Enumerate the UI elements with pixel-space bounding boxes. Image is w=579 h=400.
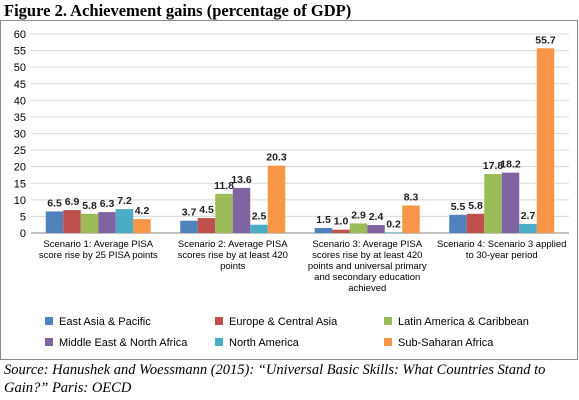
legend-swatch xyxy=(45,338,53,346)
data-label: 5.5 xyxy=(451,201,466,213)
data-label: 6.5 xyxy=(47,197,62,209)
bar xyxy=(314,228,333,233)
data-label: 7.2 xyxy=(117,195,132,207)
data-label: 17.8 xyxy=(483,160,504,172)
bar xyxy=(215,193,233,233)
legend-label: Sub-Saharan Africa xyxy=(398,337,494,349)
y-tick-label: 10 xyxy=(14,195,26,207)
bar xyxy=(232,187,251,233)
legend-swatch xyxy=(384,317,392,325)
data-label: 18.2 xyxy=(500,159,521,171)
data-label: 20.3 xyxy=(266,152,287,164)
bar xyxy=(402,205,420,233)
bar xyxy=(250,224,268,233)
figure-title: Figure 2. Achievement gains (percentage … xyxy=(4,1,352,20)
bar xyxy=(536,48,555,234)
bar xyxy=(133,219,151,233)
data-label: 5.8 xyxy=(82,200,97,212)
legend-label: Latin America & Caribbean xyxy=(398,316,529,328)
source-note: Source: Hanushek and Woessmann (2015): “… xyxy=(4,362,546,396)
y-tick-label: 25 xyxy=(14,145,26,157)
data-label: 2.7 xyxy=(521,210,536,222)
data-label: 4.2 xyxy=(135,205,150,217)
bar xyxy=(80,213,99,233)
data-label: 2.9 xyxy=(351,209,366,221)
data-label: 1.5 xyxy=(316,214,331,226)
legend-label: North America xyxy=(229,337,300,349)
category-label: and secondary education xyxy=(314,272,420,283)
chart-frame: 0 5 10 15 20 25 30 35 40 45 50 55 60 6.5 6.9 5.8 6.3 7.2 4… xyxy=(0,20,578,360)
legend-swatch xyxy=(215,317,223,325)
y-tick-label: 5 xyxy=(20,211,26,223)
y-tick-label: 45 xyxy=(14,79,26,91)
bar xyxy=(267,165,286,233)
category-label: points and universal primary xyxy=(308,261,427,272)
category-label: to 30-year period xyxy=(466,250,538,261)
bar xyxy=(449,214,467,233)
data-label: 6.3 xyxy=(100,198,115,210)
data-label: 0.2 xyxy=(386,218,401,230)
legend-swatch xyxy=(384,338,392,346)
category-label: scores rise by at least 420 xyxy=(178,250,288,261)
data-label: 8.3 xyxy=(404,191,419,203)
category-label: scores rise by at least 420 xyxy=(312,250,422,261)
bar xyxy=(115,209,134,233)
bar xyxy=(63,210,81,233)
data-label: 1.0 xyxy=(334,216,349,228)
y-tick-label: 35 xyxy=(14,112,26,124)
category-label: score rise by 25 PISA points xyxy=(39,250,158,261)
y-tick-label: 0 xyxy=(20,228,26,240)
category-label: Scenario 3: Average PISA xyxy=(312,239,422,250)
bar xyxy=(98,212,116,233)
bar xyxy=(332,229,350,233)
category-label: points xyxy=(220,261,246,272)
data-label: 11.8 xyxy=(214,180,234,192)
y-tick-label: 30 xyxy=(14,129,26,141)
data-label: 13.6 xyxy=(231,174,252,186)
bar xyxy=(45,211,64,233)
y-tick-label: 60 xyxy=(14,29,26,41)
bar xyxy=(466,213,485,233)
legend-swatch xyxy=(215,338,223,346)
bar xyxy=(484,173,502,233)
legend-label: Europe & Central Asia xyxy=(229,316,338,328)
legend-label: East Asia & Pacific xyxy=(59,316,151,328)
bar xyxy=(367,225,385,233)
bar xyxy=(501,172,520,233)
bar xyxy=(519,224,537,233)
data-label: 55.7 xyxy=(535,34,556,46)
y-tick-label: 20 xyxy=(14,162,26,174)
legend-swatch xyxy=(45,317,53,325)
category-label: achieved xyxy=(348,283,386,294)
bar xyxy=(180,220,198,233)
legend-label: Middle East & North Africa xyxy=(59,337,188,349)
data-label: 5.8 xyxy=(468,200,483,212)
category-label: Scenario 1: Average PISA xyxy=(43,239,153,250)
y-tick-label: 55 xyxy=(14,46,26,58)
bar xyxy=(197,218,216,233)
y-tick-label: 50 xyxy=(14,62,26,74)
y-tick-label: 15 xyxy=(14,178,26,190)
bar xyxy=(384,232,403,233)
category-label: Scenario 4: Scenario 3 applied xyxy=(437,239,566,250)
data-label: 6.9 xyxy=(65,196,80,208)
data-label: 2.4 xyxy=(369,211,384,223)
y-tick-label: 40 xyxy=(14,95,26,107)
bar xyxy=(349,223,368,233)
data-label: 2.5 xyxy=(252,211,267,223)
data-label: 3.7 xyxy=(182,207,197,219)
category-label: Scenario 2: Average PISA xyxy=(178,239,288,250)
data-label: 4.5 xyxy=(199,204,214,216)
